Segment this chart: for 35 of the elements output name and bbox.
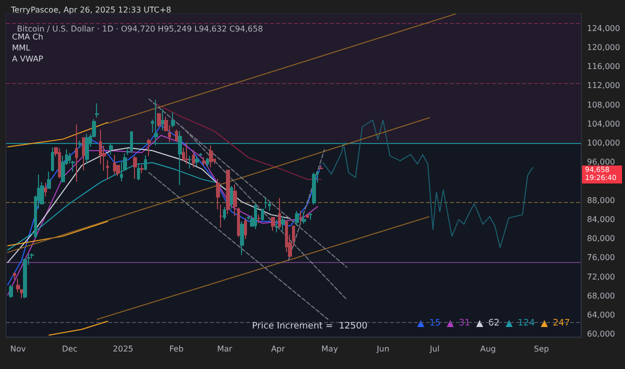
y-tick-label: 64,000 <box>587 310 615 320</box>
y-tick-label: 124,000 <box>587 24 620 33</box>
y-tick-label: 60,000 <box>587 330 615 339</box>
legend-label: 124 <box>518 318 536 328</box>
x-tick-label: Jul <box>428 344 440 354</box>
y-tick-label: 76,000 <box>587 253 615 262</box>
y-tick-label: 88,000 <box>587 196 615 205</box>
legend-label: 31 <box>458 318 470 328</box>
x-tick-label: Feb <box>169 344 184 354</box>
annotation: CMA Ch <box>12 32 44 42</box>
x-tick-label: Nov <box>10 344 26 354</box>
y-tick-label: 108,000 <box>587 100 620 110</box>
y-tick-label: 104,000 <box>587 119 620 128</box>
y-tick-label: 68,000 <box>587 291 615 300</box>
x-tick-label: Apr <box>271 344 286 354</box>
y-tick-label: 84,000 <box>587 214 615 224</box>
y-tick-label: 112,000 <box>587 81 620 90</box>
y-tick-label: 120,000 <box>587 42 620 52</box>
annotation: A VWAP <box>12 54 44 64</box>
x-tick-label: Aug <box>480 344 496 354</box>
annotation: MML <box>12 44 31 52</box>
y-tick-label: 72,000 <box>587 272 615 282</box>
y-tick-label: 80,000 <box>587 234 615 244</box>
x-tick-label: Jun <box>376 344 390 354</box>
chart-subtitle: TerryPascoe, Apr 26, 2025 12:33 UTC+8 <box>10 6 172 14</box>
x-tick-label: Sep <box>534 344 549 354</box>
y-tick-label: 116,000 <box>587 62 620 72</box>
x-tick-label: May <box>321 344 338 354</box>
x-tick-label: Mar <box>217 344 233 354</box>
y-tick-label: 96,000 <box>587 158 615 167</box>
x-tick-label: Dec <box>62 344 78 354</box>
y-tick-label: 100,000 <box>587 138 620 148</box>
text: Bitcoin / U.S. Dollar · 1D · O94,720 H95,249 L94,632 C94,658 <box>17 24 263 34</box>
annotation: Price Increment = 12500 <box>252 322 368 332</box>
x-tick-label: 2025 <box>112 344 134 354</box>
